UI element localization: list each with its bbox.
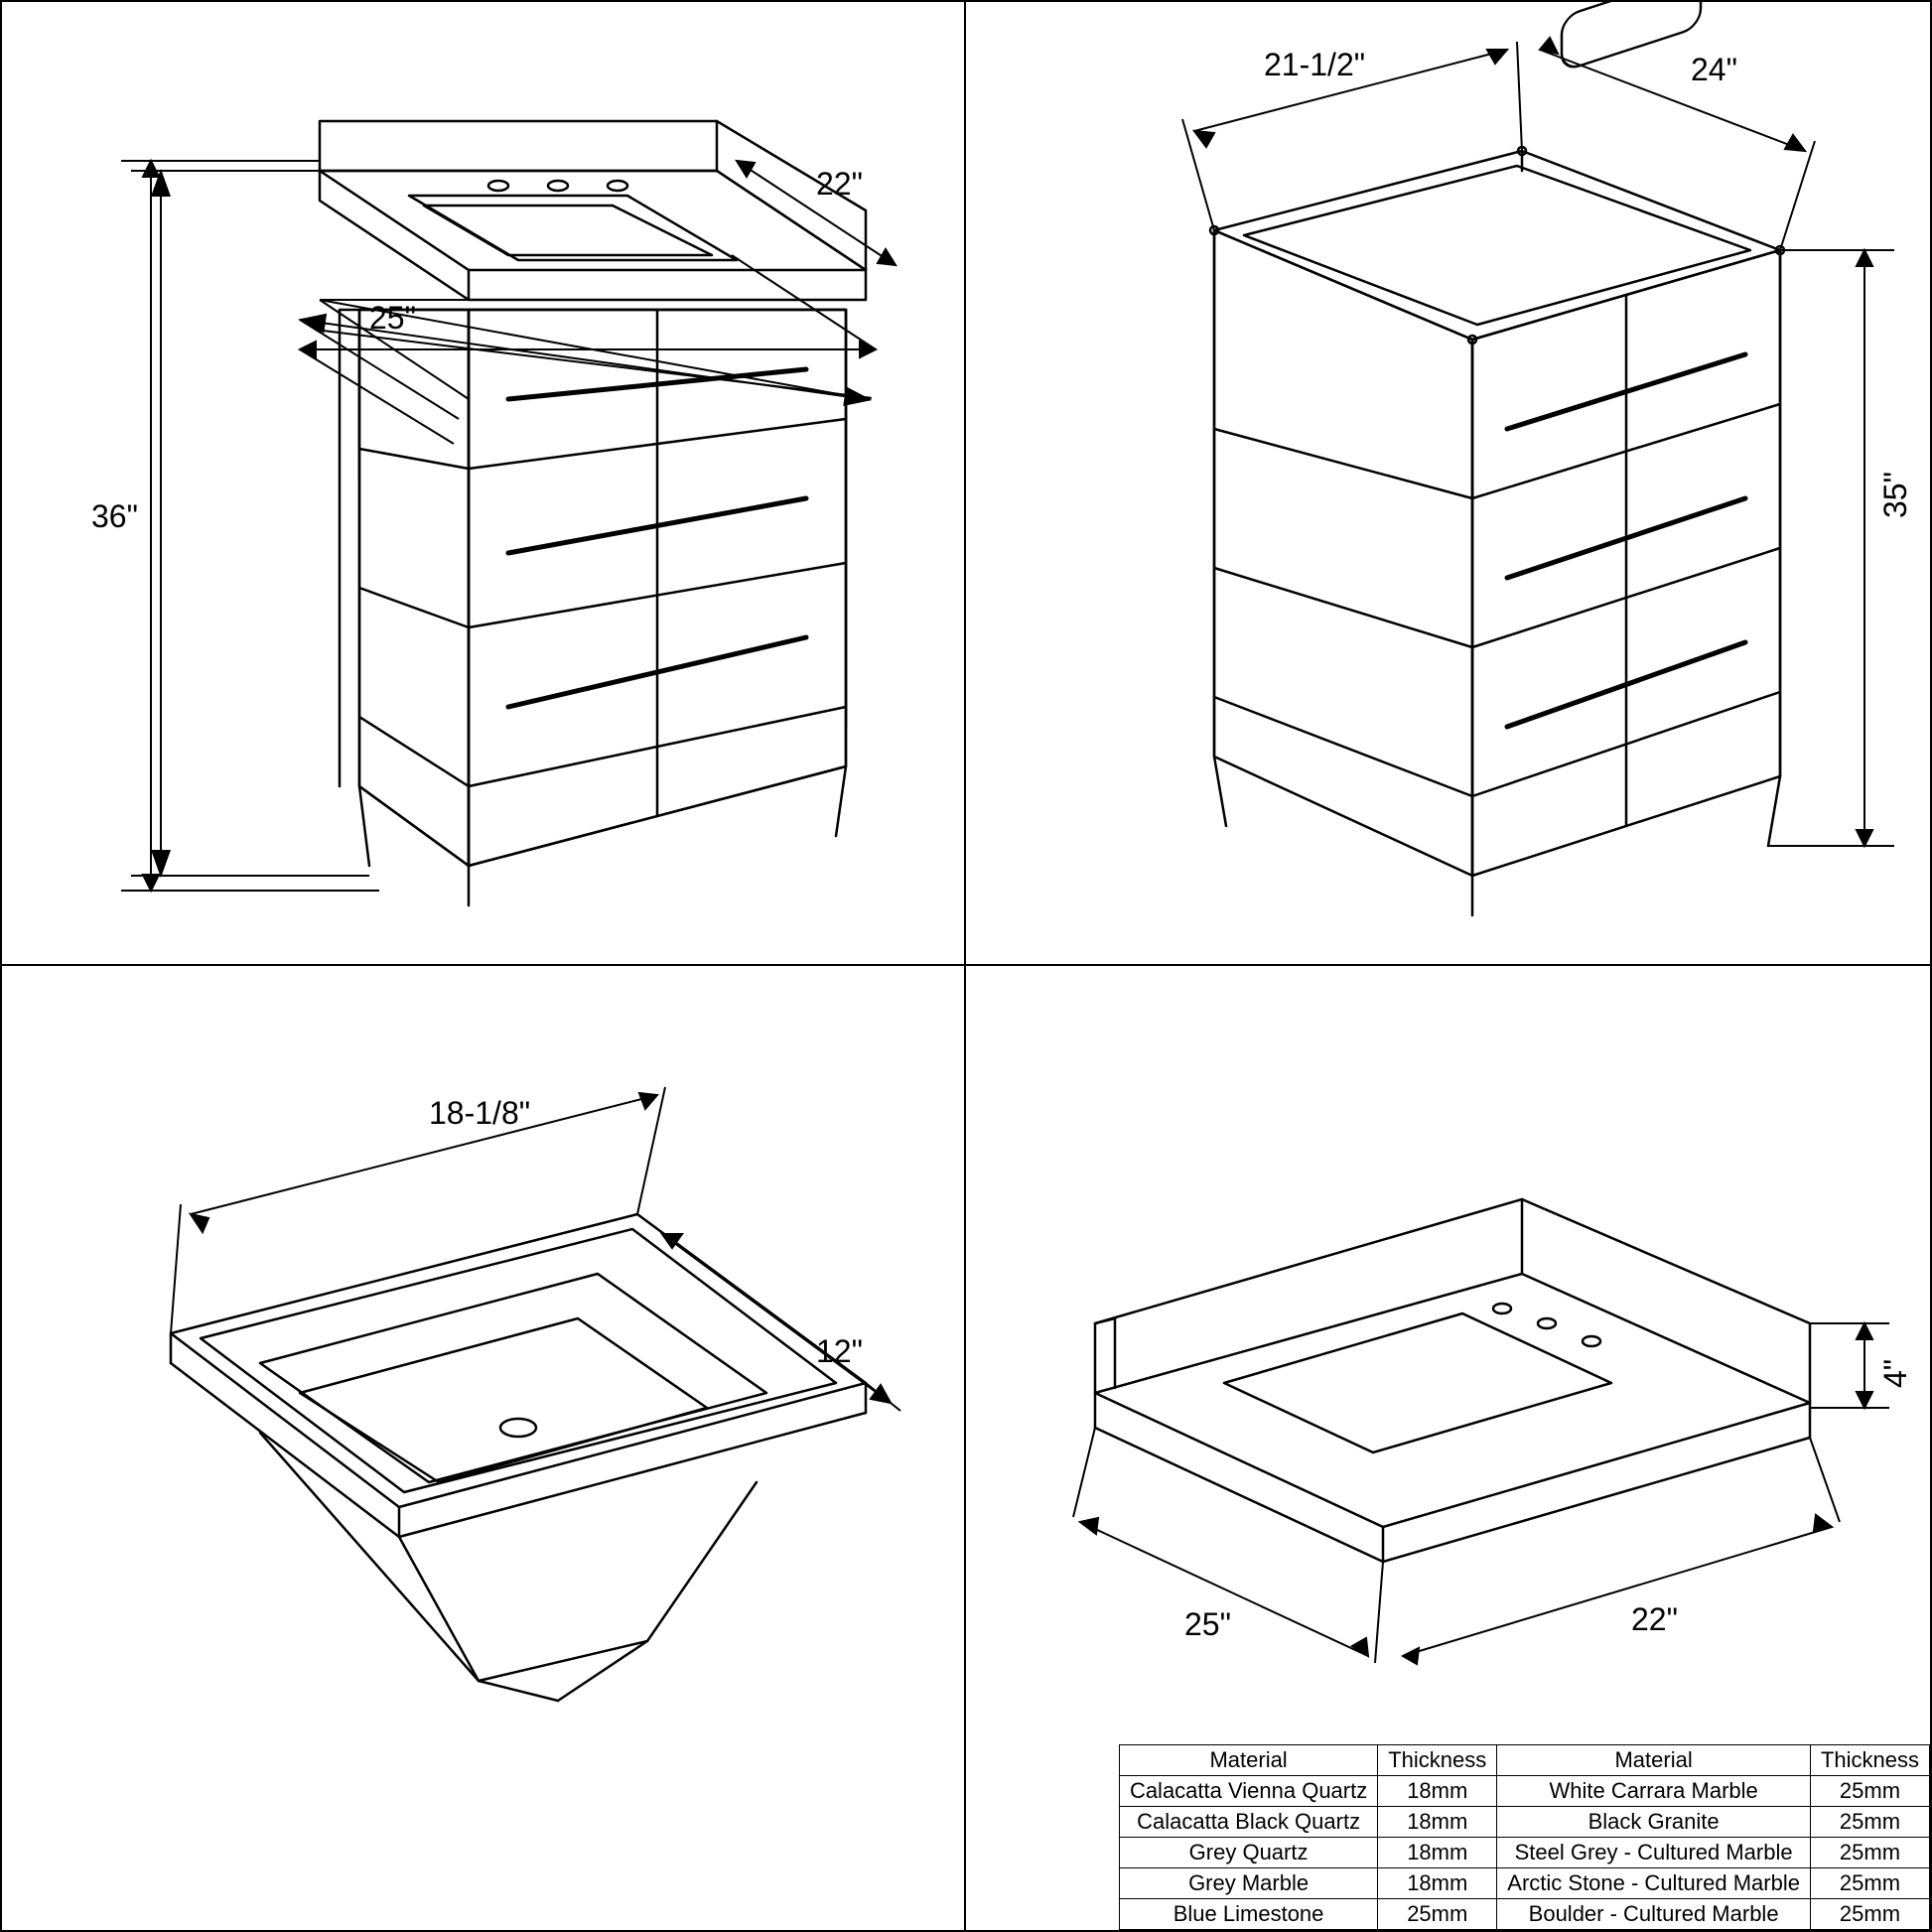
panel-countertop: 25" 22" 4" Material Thickness Material T… bbox=[966, 966, 1932, 1932]
table-cell: Blue Limestone bbox=[1119, 1899, 1377, 1930]
table-cell: 25mm bbox=[1810, 1838, 1929, 1868]
table-cell: Arctic Stone - Cultured Marble bbox=[1497, 1868, 1811, 1899]
table-row: Calacatta Vienna Quartz18mmWhite Carrara… bbox=[1119, 1776, 1929, 1807]
table-cell: 25mm bbox=[1810, 1807, 1929, 1838]
table-row: Grey Quartz18mmSteel Grey - Cultured Mar… bbox=[1119, 1838, 1929, 1868]
table-cell: 25mm bbox=[1810, 1868, 1929, 1899]
dim-full-width: 25" bbox=[369, 300, 416, 337]
table-cell: 18mm bbox=[1378, 1807, 1497, 1838]
table-cell: 18mm bbox=[1378, 1868, 1497, 1899]
table-row: Calacatta Black Quartz18mmBlack Granite2… bbox=[1119, 1807, 1929, 1838]
dim-top-depth: 22" bbox=[1631, 1601, 1678, 1638]
table-cell: 25mm bbox=[1810, 1776, 1929, 1807]
panel-vanity-full: 36" 25" 22" bbox=[0, 0, 966, 966]
table-cell: 25mm bbox=[1810, 1899, 1929, 1930]
col-thickness-2: Thickness bbox=[1810, 1745, 1929, 1776]
table-cell: 18mm bbox=[1378, 1838, 1497, 1868]
panel-cabinet: 21-1/2" 24" 35" bbox=[966, 0, 1932, 966]
table-cell: White Carrara Marble bbox=[1497, 1776, 1811, 1807]
dim-cab-depth: 21-1/2" bbox=[1264, 47, 1365, 83]
table-cell: Grey Marble bbox=[1119, 1868, 1377, 1899]
dim-top-width: 25" bbox=[1184, 1606, 1231, 1643]
panel-sink: 18-1/8" 12" bbox=[0, 966, 966, 1932]
cabinet-drawing bbox=[966, 2, 1932, 968]
dim-sink-depth: 12" bbox=[816, 1333, 863, 1370]
dim-top-backsplash: 4" bbox=[1877, 1359, 1914, 1388]
vanity-full-dims bbox=[2, 2, 968, 968]
table-cell: Calacatta Vienna Quartz bbox=[1119, 1776, 1377, 1807]
table-row: Blue Limestone25mmBoulder - Cultured Mar… bbox=[1119, 1899, 1929, 1930]
drawing-sheet: 36" 25" 22" bbox=[0, 0, 1932, 1932]
table-cell: Grey Quartz bbox=[1119, 1838, 1377, 1868]
dim-full-height: 36" bbox=[91, 498, 138, 535]
table-cell: Calacatta Black Quartz bbox=[1119, 1807, 1377, 1838]
table-cell: 18mm bbox=[1378, 1776, 1497, 1807]
table-header-row: Material Thickness Material Thickness bbox=[1119, 1745, 1929, 1776]
dim-sink-width: 18-1/8" bbox=[429, 1095, 530, 1132]
dim-cab-width: 24" bbox=[1691, 52, 1737, 88]
table-cell: Black Granite bbox=[1497, 1807, 1811, 1838]
dim-cab-height: 35" bbox=[1877, 472, 1914, 518]
table-cell: Steel Grey - Cultured Marble bbox=[1497, 1838, 1811, 1868]
table-row: Grey Marble18mmArctic Stone - Cultured M… bbox=[1119, 1868, 1929, 1899]
table-cell: 25mm bbox=[1378, 1899, 1497, 1930]
col-thickness-1: Thickness bbox=[1378, 1745, 1497, 1776]
col-material-2: Material bbox=[1497, 1745, 1811, 1776]
materials-table: Material Thickness Material Thickness Ca… bbox=[1119, 1744, 1930, 1930]
col-material-1: Material bbox=[1119, 1745, 1377, 1776]
dim-full-depth: 22" bbox=[816, 166, 863, 203]
table-cell: Boulder - Cultured Marble bbox=[1497, 1899, 1811, 1930]
